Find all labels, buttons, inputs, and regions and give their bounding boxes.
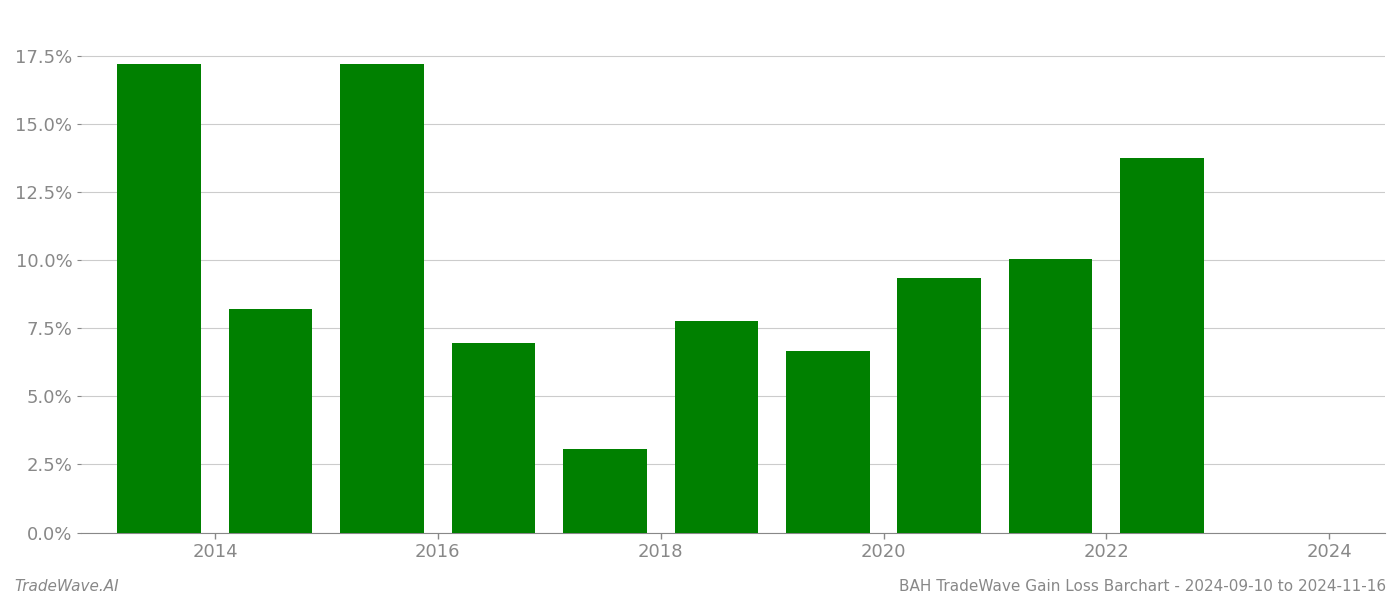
Bar [675,322,759,533]
Text: TradeWave.AI: TradeWave.AI [14,579,119,594]
Bar [1009,259,1092,533]
Bar [118,64,202,533]
Bar [563,449,647,533]
Bar [1120,158,1204,533]
Bar [452,343,535,533]
Bar [785,352,869,533]
Bar [897,278,981,533]
Bar [230,309,312,533]
Bar [340,64,424,533]
Text: BAH TradeWave Gain Loss Barchart - 2024-09-10 to 2024-11-16: BAH TradeWave Gain Loss Barchart - 2024-… [899,579,1386,594]
